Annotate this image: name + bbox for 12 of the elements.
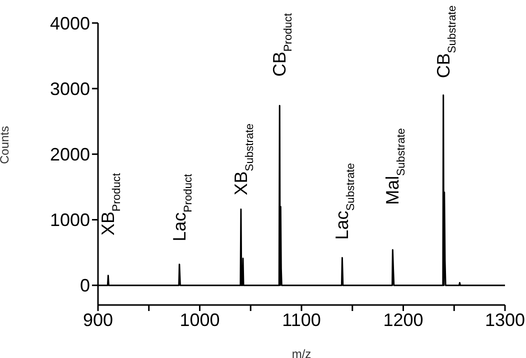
x-tick-label: 1000 <box>180 310 220 330</box>
x-tick-label: 900 <box>82 310 114 330</box>
y-tick-label: 2000 <box>50 144 90 165</box>
x-tick-label: 1300 <box>484 310 526 330</box>
x-tick-label: 1200 <box>383 310 424 330</box>
y-tick-label: 0 <box>80 276 90 296</box>
y-tick-label: 1000 <box>50 210 90 230</box>
y-tick-label: 3000 <box>50 78 90 99</box>
x-axis-title: m/z <box>292 347 312 358</box>
y-axis-title: Counts <box>0 126 12 164</box>
x-tick-label: 1100 <box>282 310 321 330</box>
y-tick-label: 4000 <box>50 13 90 34</box>
